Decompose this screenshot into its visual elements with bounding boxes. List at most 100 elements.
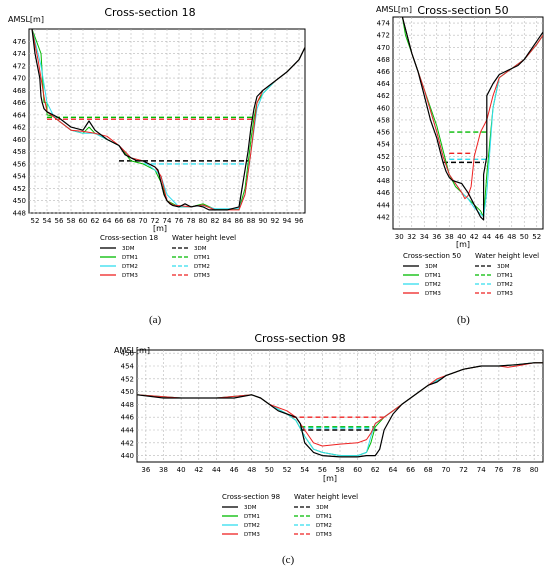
chart1-legend-header-water: Water height level	[475, 252, 539, 260]
chart2-x-tick-label: 68	[424, 466, 433, 474]
chart2-x-tick-label: 78	[512, 466, 521, 474]
chart2-legend-label-dtm3: DTM3	[244, 532, 260, 538]
chart1-profile-3dm	[401, 17, 543, 221]
chart0-y-tick-label: 456	[13, 160, 27, 168]
chart2-legend-header-profile: Cross-section 98	[222, 493, 280, 501]
chart2-x-axis-label: [m]	[323, 474, 337, 483]
chart1-x-tick-label: 50	[520, 233, 529, 241]
chart0-x-tick-label: 58	[67, 217, 76, 225]
chart0-y-tick-label: 462	[13, 124, 26, 132]
chart0-legend-header-profile: Cross-section 18	[100, 234, 158, 242]
chart1-y-tick-label: 450	[377, 165, 390, 173]
chart0-y-tick-label: 458	[13, 148, 26, 156]
chart2-legend-label-water-dtm1: DTM1	[316, 514, 332, 520]
chart0-y-axis-label: AMSL[m]	[8, 15, 44, 24]
chart0-y-tick-label: 472	[13, 62, 26, 70]
chart2-x-tick-label: 80	[530, 466, 539, 474]
chart0-y-tick-label: 468	[13, 87, 26, 95]
chart1-y-axis-label: AMSL[m]	[376, 5, 412, 14]
chart2-x-tick-label: 52	[283, 466, 292, 474]
chart1-x-tick-label: 30	[395, 233, 404, 241]
chart2-x-tick-label: 66	[406, 466, 415, 474]
chart1-x-tick-label: 52	[532, 233, 541, 241]
caption-a: (a)	[149, 314, 162, 326]
chart0-y-tick-label: 454	[13, 173, 27, 181]
chart1-y-tick-label: 454	[377, 141, 391, 149]
chart1-y-tick-label: 448	[377, 177, 390, 185]
chart1-y-tick-label: 460	[377, 104, 390, 112]
chart2-x-tick-label: 48	[247, 466, 256, 474]
chart2-x-tick-label: 50	[265, 466, 274, 474]
chart0-y-tick-label: 450	[13, 197, 26, 205]
chart0-legend-header-water: Water height level	[172, 234, 236, 242]
chart0-legend-label-water-dtm1: DTM1	[194, 255, 210, 261]
chart2-y-tick-label: 444	[121, 427, 135, 435]
chart0-x-tick-label: 76	[175, 217, 184, 225]
chart0-x-tick-label: 80	[199, 217, 208, 225]
chart2-x-tick-label: 40	[177, 466, 186, 474]
chart1-legend-label-dtm3: DTM3	[425, 291, 441, 297]
chart1-legend-label-dtm1: DTM1	[425, 273, 441, 279]
chart0-legend-label-water-dtm2: DTM2	[194, 264, 210, 270]
chart1-legend-label-water-dtm3: DTM3	[497, 291, 513, 297]
chart0-y-tick-label: 460	[13, 136, 26, 144]
chart1-y-tick-label: 444	[377, 201, 391, 209]
chart0-y-tick-label: 470	[13, 75, 26, 83]
chart0-y-tick-label: 466	[13, 99, 27, 107]
chart0-x-tick-label: 60	[79, 217, 88, 225]
chart2-x-tick-label: 58	[336, 466, 345, 474]
chart0-legend-label-dtm1: DTM1	[122, 255, 138, 261]
chart1-x-tick-label: 42	[470, 233, 479, 241]
chart0-y-tick-label: 476	[13, 38, 27, 46]
chart0-x-tick-label: 74	[163, 217, 172, 225]
chart2-y-tick-label: 448	[121, 401, 134, 409]
chart2-title: Cross-section 98	[254, 332, 345, 345]
chart1-x-tick-label: 40	[457, 233, 466, 241]
chart1-legend-label-3dm: 3DM	[425, 264, 438, 270]
chart1-legend-label-water-3dm: 3DM	[497, 264, 510, 270]
chart1-x-tick-label: 32	[407, 233, 416, 241]
chart0-legend-label-3dm: 3DM	[122, 246, 135, 252]
chart2-x-tick-label: 54	[300, 466, 309, 474]
chart2-x-tick-label: 38	[159, 466, 168, 474]
chart1-x-tick-label: 36	[432, 233, 441, 241]
chart0-x-tick-label: 52	[31, 217, 40, 225]
chart1-y-tick-label: 472	[377, 32, 390, 40]
chart0-x-tick-label: 78	[187, 217, 196, 225]
chart0-x-tick-label: 56	[55, 217, 64, 225]
chart0-x-tick-label: 90	[259, 217, 268, 225]
caption-c: (c)	[282, 554, 295, 566]
chart1-y-tick-label: 458	[377, 116, 390, 124]
chart0-y-tick-label: 452	[13, 185, 26, 193]
chart0-x-tick-label: 62	[91, 217, 100, 225]
chart0-x-tick-label: 64	[103, 217, 112, 225]
chart2-x-tick-label: 72	[459, 466, 468, 474]
chart0-x-tick-label: 54	[43, 217, 52, 225]
chart1-y-tick-label: 470	[377, 44, 390, 52]
chart0-x-tick-label: 72	[151, 217, 160, 225]
chart1-legend-label-water-dtm1: DTM1	[497, 273, 513, 279]
chart2-legend-label-water-dtm3: DTM3	[316, 532, 332, 538]
chart1-x-axis-label: [m]	[456, 240, 470, 249]
chart2-y-tick-label: 454	[121, 363, 135, 371]
chart0-profile-3dm	[31, 29, 305, 211]
chart2-x-tick-label: 62	[371, 466, 380, 474]
chart1-y-tick-label: 442	[377, 213, 390, 221]
chart0-x-tick-label: 68	[127, 217, 136, 225]
chart2-y-tick-label: 450	[121, 388, 134, 396]
chart2-x-tick-label: 76	[494, 466, 503, 474]
chart2-profile-3dm	[137, 362, 543, 458]
chart2-x-tick-label: 44	[212, 466, 221, 474]
chart2-legend-label-dtm2: DTM2	[244, 523, 260, 529]
chart0-y-tick-label: 464	[13, 111, 27, 119]
chart0-x-tick-label: 66	[115, 217, 124, 225]
chart2-x-tick-label: 56	[318, 466, 327, 474]
chart2-y-tick-label: 452	[121, 375, 134, 383]
chart0-legend-label-water-dtm3: DTM3	[194, 273, 210, 279]
chart0-legend-label-dtm3: DTM3	[122, 273, 138, 279]
chart1-y-tick-label: 464	[377, 80, 391, 88]
caption-b: (b)	[457, 314, 470, 326]
chart2-legend-label-water-dtm2: DTM2	[316, 523, 332, 529]
chart1-x-tick-label: 44	[482, 233, 491, 241]
